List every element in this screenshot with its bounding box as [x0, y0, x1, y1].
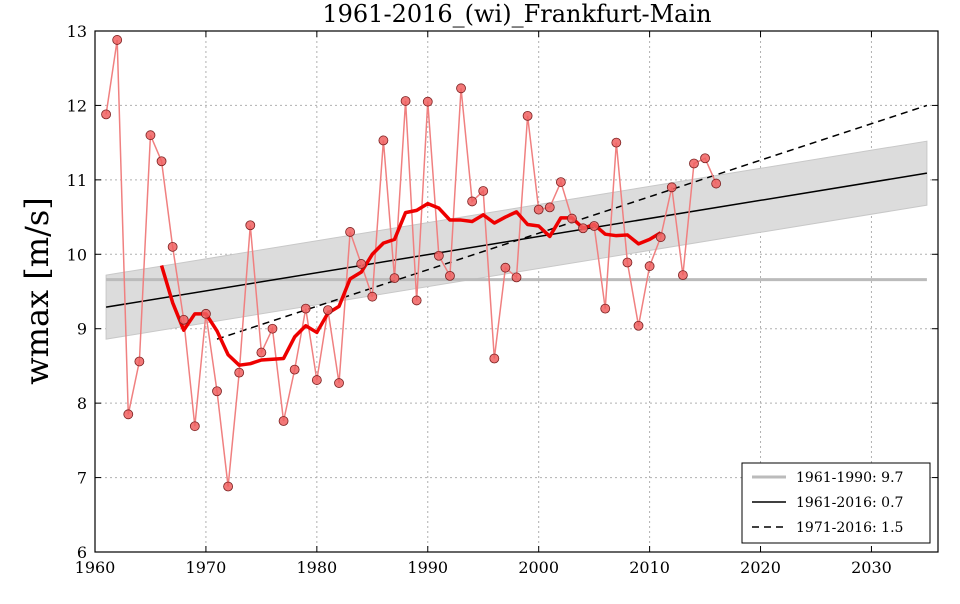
data-point-1993: [456, 83, 466, 94]
data-point-2002: [555, 177, 566, 187]
y-axis-label: wmax [m/s]: [18, 197, 56, 385]
data-point-2013: [677, 270, 688, 281]
data-point-1962: [112, 35, 123, 45]
legend-label-trend: 1961-2016: 0.7: [796, 495, 903, 511]
x-tick-label-1960: 1960: [75, 558, 116, 577]
x-tick-label-2030: 2030: [851, 558, 892, 577]
axes: 1960 1970 1980 1990 2000 2010 2020 2030 6 7 8 9 10 11…: [67, 22, 939, 577]
data-point-1984: [356, 259, 367, 269]
data-point-1973: [234, 367, 245, 378]
data-point-1978: [289, 364, 300, 375]
annual-series-line: [105, 39, 717, 487]
data-point-2005: [589, 221, 600, 231]
data-point-2015: [700, 153, 710, 164]
data-point-2000: [533, 204, 544, 215]
data-point-1961: [101, 109, 111, 120]
data-point-2012: [666, 182, 677, 193]
data-point-2008: [622, 257, 633, 268]
data-point-1985: [367, 291, 378, 302]
data-point-1995: [478, 186, 489, 196]
legend-label-mean: 1961-1990: 9.7: [796, 470, 903, 486]
data-point-1966: [156, 156, 167, 167]
data-point-1994: [467, 196, 478, 207]
data-point-2011: [655, 232, 666, 243]
x-tick-label-1990: 1990: [407, 558, 448, 577]
data-point-1992: [445, 270, 455, 281]
data-point-1977: [278, 416, 289, 426]
y-tick-label-8: 8: [77, 394, 87, 413]
data-point-2001: [544, 202, 555, 213]
data-point-1999: [522, 110, 533, 121]
data-point-2016: [711, 178, 722, 189]
x-tick-label-2010: 2010: [629, 558, 670, 577]
data-point-1970: [201, 308, 211, 319]
x-tick-label-2000: 2000: [518, 558, 559, 577]
data-point-2004: [578, 223, 588, 234]
data-point-1988: [400, 96, 411, 106]
data-point-1987: [389, 273, 400, 284]
y-tick-label-10: 10: [67, 245, 87, 264]
x-tick-label-1970: 1970: [186, 558, 227, 577]
y-tick-label-9: 9: [77, 320, 87, 339]
data-point-1963: [123, 409, 134, 420]
x-tick-label-2020: 2020: [740, 558, 781, 577]
data-point-1982: [334, 378, 344, 388]
data-point-2007: [611, 137, 622, 148]
data-point-1976: [267, 323, 278, 334]
data-point-1986: [378, 135, 389, 146]
data-point-1975: [256, 347, 267, 358]
data-point-1974: [245, 220, 256, 231]
data-point-1967: [167, 241, 178, 252]
chart-title: 1961-2016_(wi)_Frankfurt-Main: [322, 0, 711, 28]
data-point-1971: [212, 386, 222, 397]
running-mean-line: [159, 201, 662, 367]
data-point-1969: [189, 421, 200, 432]
data-point-1990: [422, 96, 433, 107]
data-point-1981: [323, 305, 333, 316]
data-point-2014: [689, 158, 699, 169]
y-tick-label-6: 6: [77, 543, 87, 562]
y-tick-label-12: 12: [67, 96, 87, 115]
legend-label-trend-dashed: 1971-2016: 1.5: [796, 520, 903, 536]
data-point-1996: [489, 353, 500, 364]
legend: 1961-1990: 9.7 1961-2016: 0.7 1971-2016: 1…: [741, 462, 931, 544]
data-point-1998: [511, 272, 522, 283]
data-point-2003: [567, 213, 577, 224]
data-point-1983: [345, 227, 356, 237]
y-tick-label-7: 7: [77, 469, 87, 488]
data-point-2006: [600, 303, 611, 314]
data-point-1980: [311, 375, 322, 385]
data-point-1972: [223, 481, 234, 492]
data-point-1964: [134, 356, 145, 367]
y-tick-label-11: 11: [67, 171, 87, 190]
data-point-1997: [500, 262, 511, 273]
data-point-1991: [433, 250, 444, 261]
data-point-1979: [300, 303, 311, 314]
y-tick-label-13: 13: [67, 22, 87, 41]
data-point-2009: [633, 320, 644, 331]
data-point-1968: [178, 314, 189, 325]
x-tick-label-1980: 1980: [296, 558, 337, 577]
data-point-2010: [644, 261, 655, 272]
annual-markers: [101, 35, 722, 492]
data-point-1989: [411, 295, 422, 306]
plot-frame: [94, 30, 939, 553]
data-point-1965: [145, 130, 156, 141]
